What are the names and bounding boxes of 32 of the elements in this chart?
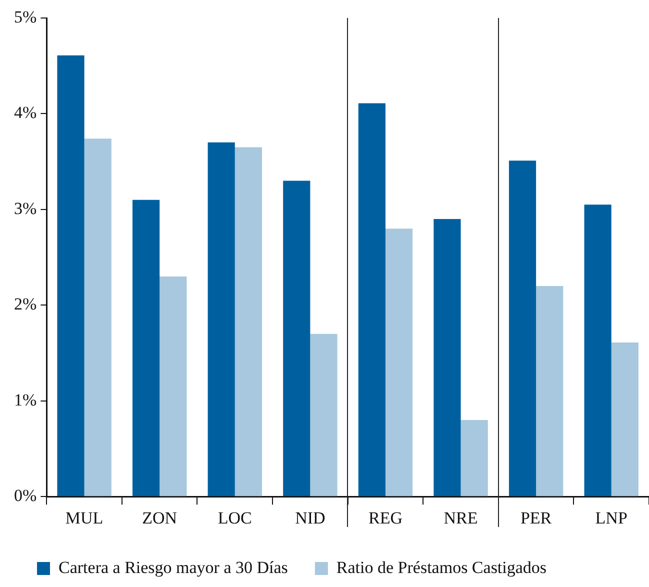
bar [84, 138, 112, 496]
y-tick-label: 1% [14, 390, 37, 410]
y-tick-label: 4% [14, 103, 37, 122]
bar [310, 334, 338, 496]
bar [132, 200, 160, 496]
bar [584, 204, 612, 496]
bar [385, 228, 413, 496]
bar [160, 276, 187, 496]
x-tick-label: LNP [595, 508, 628, 528]
x-tick-label: MUL [65, 508, 104, 528]
x-tick-label: ZON [142, 508, 178, 528]
x-tick-label: PER [520, 508, 552, 528]
legend-label: Ratio de Préstamos Castigados [336, 558, 547, 577]
x-tick-label: NID [295, 508, 326, 528]
y-tick-label: 2% [14, 294, 37, 314]
bar [57, 55, 84, 496]
bar [234, 147, 262, 496]
bar [283, 180, 310, 496]
y-tick-label: 0% [14, 486, 37, 506]
x-tick-label: NRE [444, 508, 478, 528]
legend-label: Cartera a Riesgo mayor a 30 Días [58, 558, 288, 577]
bar [208, 142, 235, 496]
bar [508, 160, 536, 496]
y-tick-label: 3% [14, 198, 37, 218]
bar [611, 342, 638, 496]
y-tick-label: 5% [14, 7, 37, 26]
bar [460, 420, 488, 496]
x-tick-label: REG [368, 508, 402, 528]
bar [434, 219, 461, 496]
x-tick-label: LOC [218, 508, 252, 528]
bar [358, 103, 386, 496]
bar [536, 286, 564, 496]
